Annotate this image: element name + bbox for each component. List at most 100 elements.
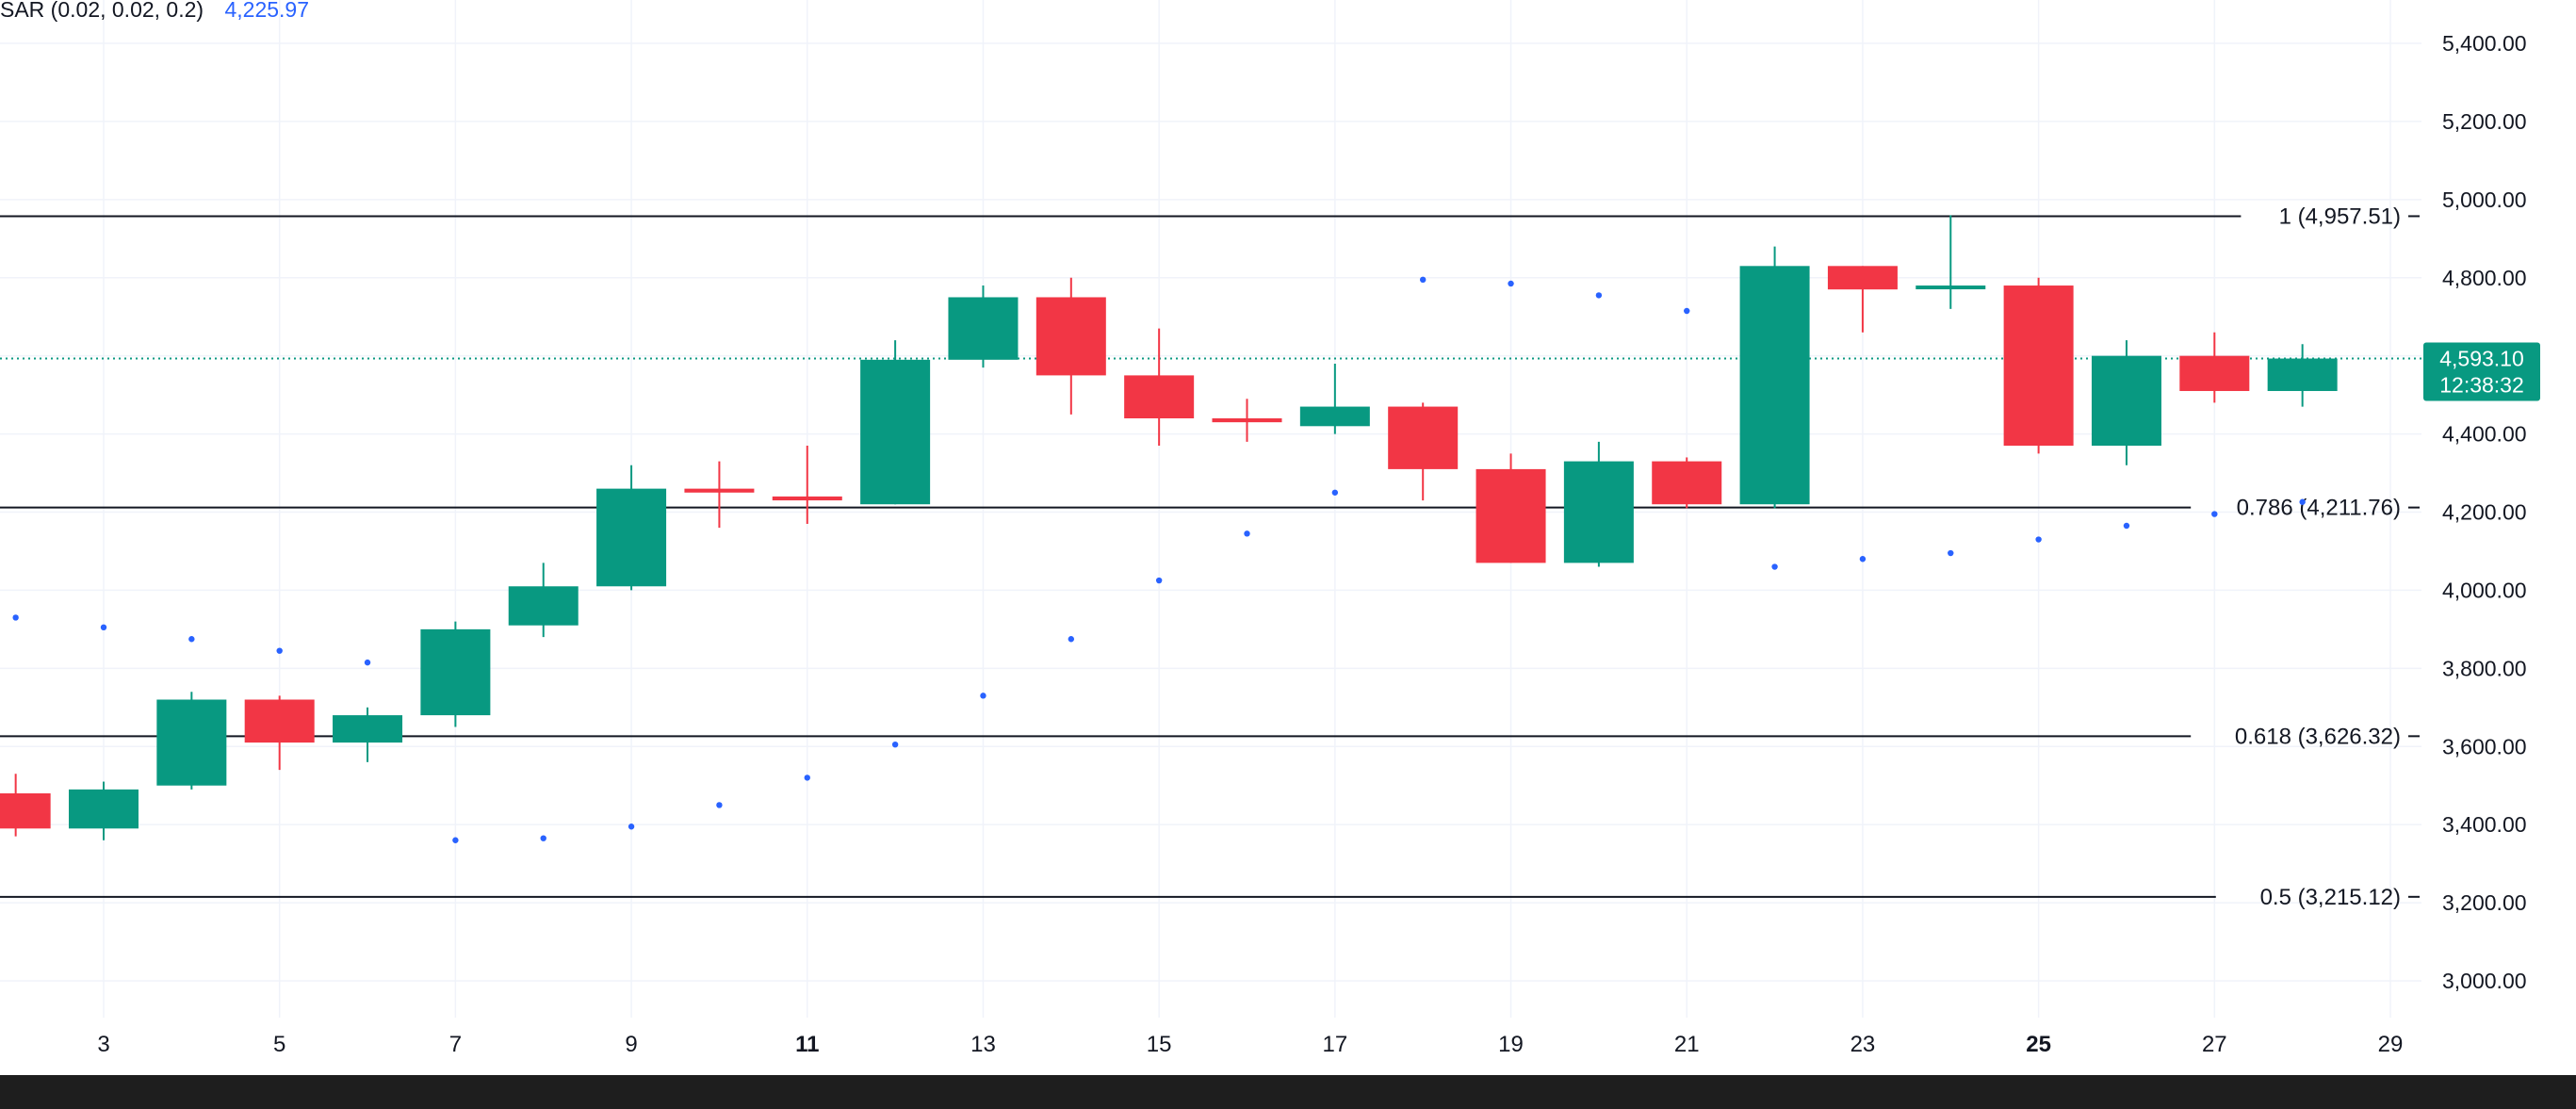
date-tick-label: 3 (97, 1032, 109, 1057)
fib-label: 1 (4,957.51) (2279, 204, 2401, 229)
fib-level[interactable]: 1 (4,957.51) (0, 204, 2420, 229)
sar-dot (2035, 536, 2042, 543)
candle[interactable] (1916, 215, 1986, 309)
candle-body (2267, 358, 2338, 391)
sar-legend-label: SAR (0.02, 0.02, 0.2) (0, 0, 204, 22)
date-tick-label: 15 (1147, 1032, 1172, 1057)
date-tick-label: 13 (970, 1032, 996, 1057)
candle-body (948, 297, 1019, 360)
candle-body (333, 715, 403, 743)
candle[interactable] (1035, 277, 1106, 415)
candle[interactable] (1739, 246, 1810, 509)
candles[interactable] (0, 215, 2338, 840)
candle[interactable] (948, 285, 1019, 368)
sar-dot (891, 741, 899, 748)
indicator-legend[interactable]: SAR (0.02, 0.02, 0.2) 4,225.97 (0, 0, 309, 22)
sar-dot (716, 802, 723, 808)
price-axis[interactable]: 3,000.00 3,200.00 3,400.00 3,600.00 3,800.00… (2442, 31, 2527, 993)
candle[interactable] (684, 461, 755, 529)
sar-dot (1155, 577, 1163, 584)
candle[interactable] (1299, 363, 1370, 434)
last-price-label: 4,593.10 (2439, 347, 2524, 371)
candle-body (684, 488, 755, 493)
sar-dot (100, 624, 107, 631)
candle[interactable] (2003, 277, 2074, 454)
sar-dot (1068, 636, 1075, 643)
candle-body (596, 488, 667, 587)
sar-dot (540, 835, 546, 841)
candle[interactable] (333, 707, 403, 762)
date-tick-label: 29 (2378, 1032, 2404, 1057)
sar-dot (804, 775, 810, 781)
fib-label: 0.618 (3,626.32) (2235, 724, 2401, 749)
sar-dot (1948, 549, 1954, 557)
candle[interactable] (772, 446, 842, 524)
candle-body (772, 496, 842, 501)
candle[interactable] (1827, 266, 1898, 333)
candle[interactable] (1212, 399, 1282, 442)
price-tick-label: 4,800.00 (2442, 266, 2527, 290)
sar-dot (1508, 280, 1514, 287)
candle[interactable] (69, 781, 139, 840)
price-tick-label: 5,400.00 (2442, 31, 2527, 56)
date-tick-label: 19 (1498, 1032, 1524, 1057)
candle-body (1035, 297, 1106, 376)
candle-body (1916, 285, 1986, 290)
sar-dot (1419, 276, 1427, 284)
candle[interactable] (156, 692, 227, 790)
date-tick-label: 5 (273, 1032, 285, 1057)
price-tick-label: 4,200.00 (2442, 500, 2527, 525)
fib-level[interactable]: 0.786 (4,211.76) (0, 496, 2420, 521)
sar-dot (2299, 498, 2306, 505)
candle[interactable] (2179, 332, 2250, 403)
candle-body (1563, 461, 1634, 563)
candle[interactable] (1652, 457, 1722, 509)
candle[interactable] (0, 774, 51, 837)
candle-body (1212, 418, 1282, 423)
sar-dot (1595, 292, 1603, 299)
candle-body (2091, 355, 2161, 447)
candle-body (1124, 375, 1195, 418)
price-tick-label: 3,400.00 (2442, 812, 2527, 837)
candle[interactable] (1475, 453, 1546, 563)
date-tick-label: 9 (625, 1032, 637, 1057)
candle[interactable] (1124, 328, 1195, 447)
candle-body (156, 699, 227, 786)
candle-body (2003, 285, 2074, 447)
fib-level[interactable]: 0.5 (3,215.12) (0, 885, 2420, 910)
bottom-toolbar (0, 1075, 2576, 1109)
candle-body (69, 789, 139, 829)
candle[interactable] (596, 465, 667, 591)
date-tick-label: 25 (2026, 1032, 2051, 1057)
sar-dot (1244, 530, 1250, 537)
candle[interactable] (420, 621, 491, 727)
sar-dots (12, 276, 2306, 843)
candle-body (508, 586, 579, 626)
time-axis[interactable]: 3 5 7 9 11 13 15 17 19 21 23 25 27 29 (97, 1032, 2403, 1057)
date-tick-label: 27 (2202, 1032, 2227, 1057)
bar-countdown-label: 12:38:32 (2439, 373, 2524, 398)
price-tick-label: 5,200.00 (2442, 109, 2527, 134)
candle[interactable] (2091, 340, 2161, 465)
price-tick-label: 5,000.00 (2442, 188, 2527, 212)
candle-body (2179, 355, 2250, 391)
sar-dot (364, 659, 371, 666)
candle[interactable] (860, 340, 931, 505)
candle-body (1388, 406, 1459, 469)
sar-dot (1771, 563, 1778, 570)
candle[interactable] (2267, 344, 2338, 407)
candle-body (1827, 266, 1898, 290)
date-tick-label: 11 (795, 1032, 819, 1057)
sar-dot (2123, 522, 2130, 530)
candle[interactable] (508, 563, 579, 638)
candle-body (1299, 406, 1370, 427)
candle[interactable] (1388, 402, 1459, 501)
candle[interactable] (1563, 441, 1634, 567)
candle-body (1739, 266, 1810, 505)
price-tick-label: 3,600.00 (2442, 734, 2527, 758)
chart-canvas[interactable]: 1 (4,957.51) 0.786 (4,211.76) 0.618 (3,626… (0, 0, 2576, 1075)
grid (0, 0, 2421, 1018)
sar-dot (276, 647, 283, 654)
candle[interactable] (244, 695, 315, 771)
